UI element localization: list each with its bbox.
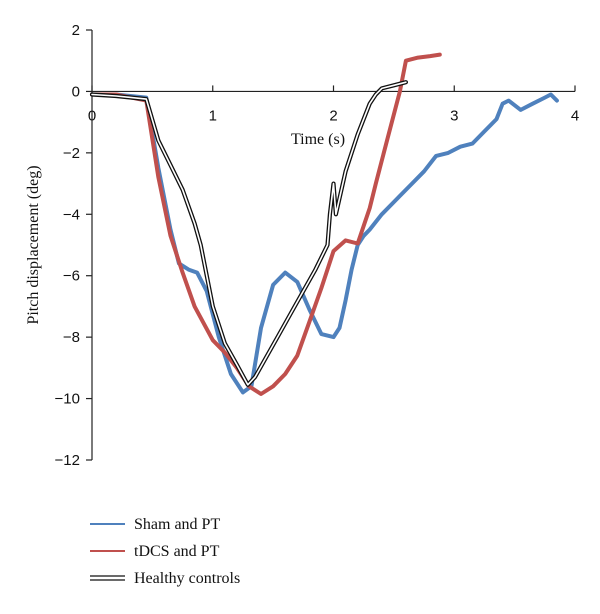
x-tick-label: 4 <box>571 107 579 124</box>
series-lines <box>89 52 559 396</box>
y-tick-label: −4 <box>63 206 80 223</box>
y-tick-label: −10 <box>55 391 80 408</box>
series-line-healthy-controls <box>89 80 408 387</box>
y-tick-label: −2 <box>63 145 80 162</box>
y-tick-label: 0 <box>72 83 80 100</box>
legend-label-tdcs-and-pt: tDCS and PT <box>134 543 220 560</box>
y-axis-label: Pitch displacement (deg) <box>25 165 42 324</box>
series-line-sham-and-pt <box>90 92 559 395</box>
legend-label-sham-and-pt: Sham and PT <box>134 516 220 533</box>
y-tick-label: −6 <box>63 268 80 285</box>
y-tick-label: 2 <box>72 22 80 39</box>
x-tick-label: 0 <box>88 107 96 124</box>
legend: Sham and PT tDCS and PT Healthy controls <box>90 516 240 587</box>
x-tick-label: 3 <box>450 107 458 124</box>
series-line-tdcs-and-pt <box>90 52 442 396</box>
x-axis-label: Time (s) <box>291 131 345 148</box>
y-tick-label: −12 <box>55 452 80 469</box>
legend-label-healthy-controls: Healthy controls <box>134 570 240 587</box>
x-tick-label: 2 <box>329 107 337 124</box>
x-tick-label: 1 <box>209 107 217 124</box>
y-tick-label: −8 <box>63 329 80 346</box>
axes: 2 0 −2 −4 −6 −8 −10 −12 0 1 2 3 4 <box>55 22 580 469</box>
series-line-healthy-controls-inner <box>91 81 407 386</box>
